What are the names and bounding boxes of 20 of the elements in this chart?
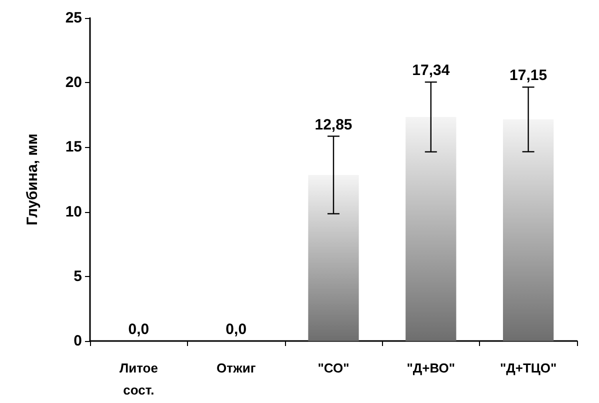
- bar: [308, 174, 359, 341]
- y-tick-label: 5: [74, 268, 82, 285]
- data-label: 12,85: [314, 116, 352, 134]
- y-tick-label: 20: [65, 74, 82, 92]
- x-tick-label: Отжиг: [216, 360, 256, 376]
- y-axis-title: Глубина, мм: [24, 134, 41, 226]
- x-tick-label: "Д+ВО": [406, 360, 456, 376]
- data-label: 17,15: [510, 67, 548, 84]
- data-label: 0,0: [128, 321, 150, 338]
- y-tick-label: 25: [65, 10, 82, 26]
- y-tick-label: 10: [65, 203, 82, 220]
- x-tick-label: Литое сост.: [119, 360, 158, 398]
- bar: [502, 119, 554, 341]
- x-tick-label: "СО": [318, 360, 350, 376]
- bar: [406, 116, 456, 341]
- y-tick-label: 0: [74, 332, 82, 350]
- data-label: 17,34: [412, 62, 450, 80]
- y-tick-label: 15: [65, 138, 82, 156]
- data-label: 0,0: [226, 321, 247, 338]
- x-tick-label: "Д+ТЦО": [500, 360, 557, 376]
